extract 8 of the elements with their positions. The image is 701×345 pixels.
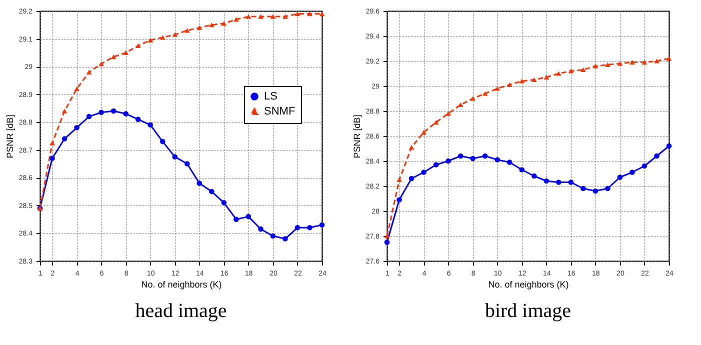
y-axis-title: PSNR [dB] bbox=[352, 114, 362, 158]
legend-label: SNMF bbox=[264, 106, 296, 118]
y-axis-title: PSNR [dB] bbox=[4, 114, 15, 158]
x-axis-title: No. of neighbors (K) bbox=[488, 280, 569, 290]
text: bird image bbox=[484, 300, 572, 322]
x-axis-title: No. of neighbors (K) bbox=[141, 280, 222, 290]
text: head image bbox=[135, 300, 227, 322]
legend-label: LS bbox=[264, 90, 278, 102]
